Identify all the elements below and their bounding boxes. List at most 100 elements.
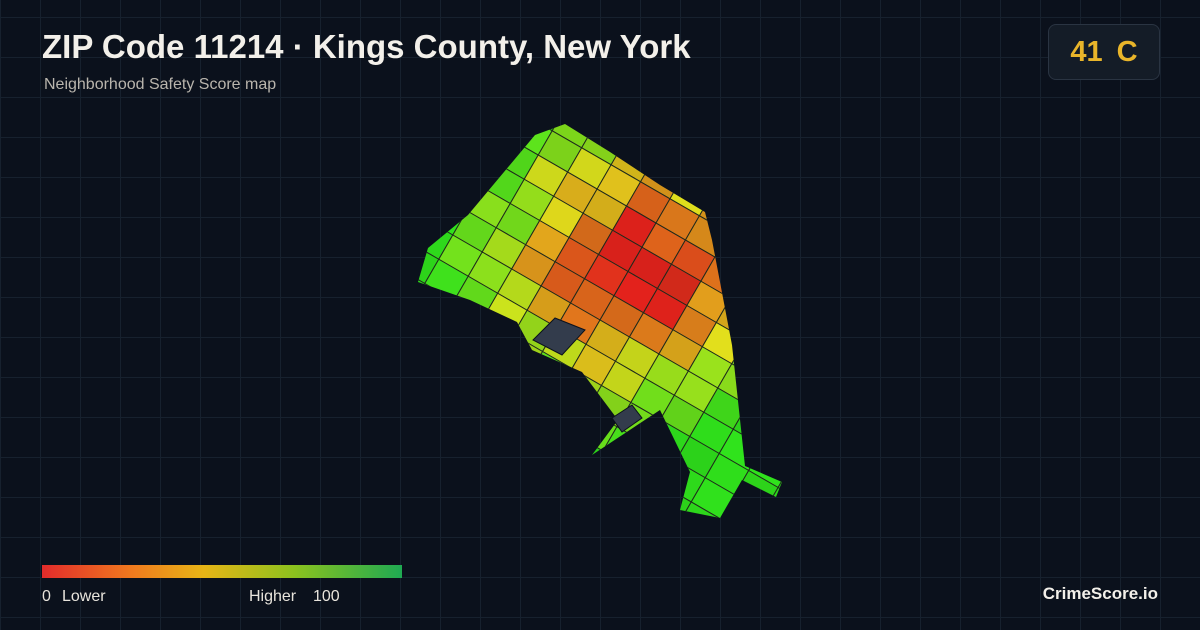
map-block — [468, 316, 514, 360]
map-block — [418, 331, 427, 374]
map-block — [731, 338, 776, 382]
map-blocks — [418, 124, 782, 518]
map-block — [588, 450, 634, 493]
map-block — [558, 433, 604, 476]
subtitle: Neighborhood Safety Score map — [44, 76, 277, 93]
map-block — [594, 124, 640, 142]
map-block — [418, 413, 458, 457]
legend-low-label: Lower — [62, 588, 106, 605]
map-block — [697, 125, 743, 168]
map-block — [436, 168, 482, 212]
map-block — [756, 159, 782, 202]
map-block — [439, 299, 485, 343]
map-block — [574, 474, 620, 518]
map-block — [443, 496, 489, 518]
map-block — [418, 134, 423, 178]
map-block — [457, 472, 503, 515]
map-block — [647, 484, 692, 518]
map-block — [522, 124, 567, 132]
map-block — [513, 375, 559, 418]
map-block — [501, 464, 547, 508]
map-block — [418, 462, 430, 505]
map-block — [418, 124, 437, 154]
map-block — [775, 397, 782, 440]
map-block — [487, 489, 533, 518]
map-block — [418, 396, 429, 440]
map-block — [464, 124, 510, 163]
map-block — [761, 421, 782, 464]
map-block — [530, 481, 576, 518]
map-block — [683, 149, 729, 193]
map-block — [470, 382, 516, 425]
legend-high-label: Higher — [249, 588, 297, 605]
map-block — [773, 266, 782, 309]
no-data-area — [532, 317, 586, 356]
map-block — [426, 389, 472, 433]
map-block — [418, 200, 425, 243]
map-block — [418, 307, 441, 350]
map-block — [435, 124, 481, 146]
map-block — [771, 200, 782, 244]
map-block — [653, 132, 699, 176]
map-block — [631, 443, 677, 486]
map-block — [624, 124, 670, 159]
map-block — [743, 249, 782, 292]
map-block — [740, 124, 782, 161]
map-block — [711, 124, 757, 144]
map-block — [759, 290, 782, 333]
map-block — [728, 207, 774, 251]
map-block — [529, 416, 575, 459]
map-block — [418, 372, 443, 416]
map-block — [418, 348, 457, 391]
map-block — [425, 324, 471, 367]
no-data-area — [611, 404, 643, 433]
legend-max: 100 — [313, 588, 340, 605]
map-block — [418, 151, 453, 195]
map-block — [745, 314, 782, 358]
map-block — [421, 127, 467, 171]
map-block — [418, 265, 426, 309]
brand: CrimeScore.io — [1042, 584, 1158, 603]
score-value: 41 — [1070, 35, 1103, 68]
map-block — [572, 409, 618, 452]
legend-gradient — [42, 565, 402, 578]
legend-min: 0 — [42, 588, 51, 605]
map-block — [774, 331, 782, 375]
map-block — [442, 430, 488, 474]
map-block — [440, 365, 486, 408]
map-block — [515, 440, 561, 484]
map-block — [450, 144, 496, 188]
map-block — [478, 124, 524, 139]
map-block — [757, 224, 782, 268]
score-grade: C — [1116, 35, 1138, 68]
map-block — [485, 423, 531, 467]
map-block — [454, 341, 500, 384]
map-block — [777, 462, 782, 506]
map-block — [418, 176, 439, 219]
map-block — [484, 358, 530, 401]
map-block — [729, 273, 775, 316]
map-block — [712, 166, 758, 210]
map-block — [760, 355, 782, 399]
map-block — [456, 406, 502, 450]
map-block — [638, 124, 684, 134]
title: ZIP Code 11214 · Kings County, New York — [42, 28, 691, 65]
map-block — [714, 232, 760, 275]
map-block — [633, 508, 678, 518]
map-block — [516, 506, 562, 518]
map-block — [418, 438, 444, 481]
map-block — [746, 380, 782, 423]
map-block — [726, 142, 772, 185]
score-badge: 41 C — [1048, 24, 1160, 80]
map-block — [418, 503, 446, 518]
map-block — [690, 477, 736, 518]
map-block — [617, 467, 663, 510]
map-block — [754, 124, 782, 137]
map-block — [499, 399, 545, 442]
map-block — [471, 447, 517, 491]
map-block — [418, 479, 460, 518]
map-block — [428, 455, 474, 498]
map-block — [560, 498, 606, 518]
